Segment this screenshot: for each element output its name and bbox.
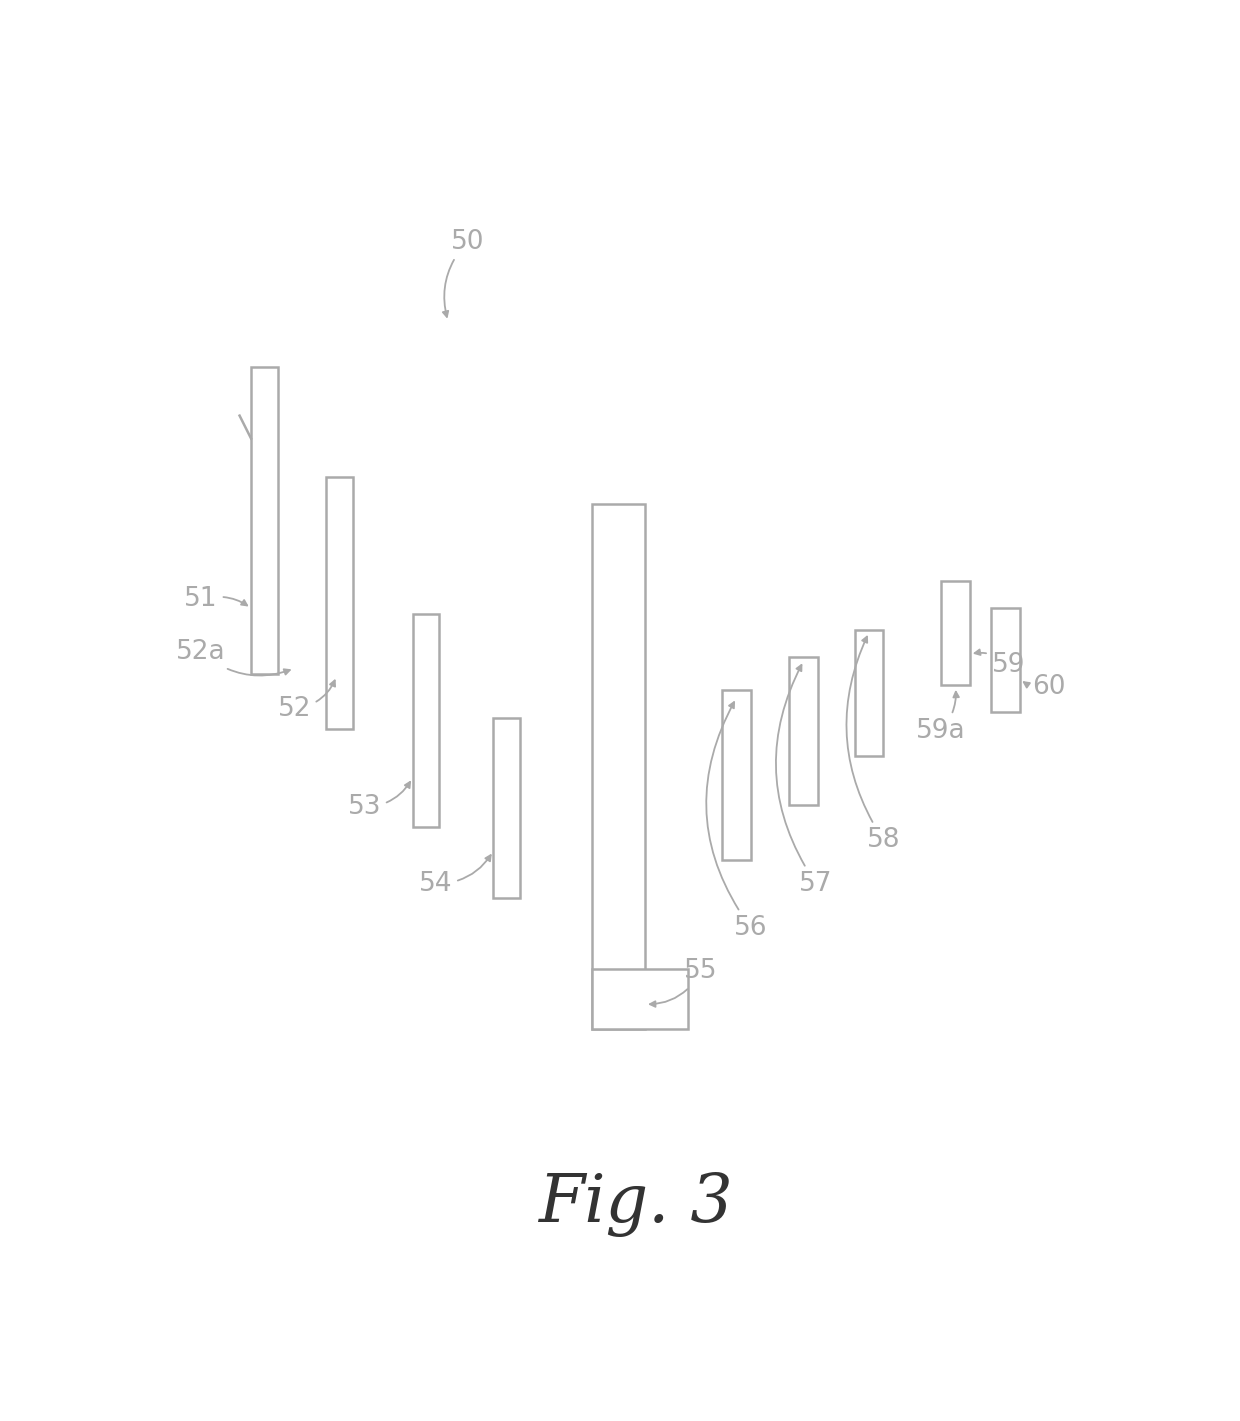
Text: 54: 54 (419, 855, 491, 897)
Text: 59a: 59a (916, 692, 966, 743)
Bar (722, 691, 751, 860)
Text: 50: 50 (443, 229, 484, 317)
Text: 52a: 52a (176, 639, 290, 675)
Bar (593, 969, 688, 1029)
Text: Fig. 3: Fig. 3 (538, 1172, 733, 1238)
Text: 60: 60 (1024, 674, 1065, 701)
Text: 53: 53 (347, 782, 410, 820)
Text: 59: 59 (975, 649, 1025, 678)
Bar (494, 718, 521, 898)
Bar (413, 614, 439, 827)
Bar (789, 658, 818, 806)
Text: 55: 55 (650, 958, 718, 1007)
Bar (593, 504, 645, 1029)
Bar (854, 630, 883, 756)
Text: 51: 51 (185, 587, 247, 612)
Bar (250, 368, 278, 674)
Text: 58: 58 (847, 637, 900, 853)
Bar (941, 581, 970, 685)
Text: 57: 57 (776, 665, 833, 897)
Text: 56: 56 (707, 702, 768, 941)
Bar (991, 608, 1021, 712)
Text: 52: 52 (278, 681, 335, 722)
Bar (326, 477, 353, 729)
